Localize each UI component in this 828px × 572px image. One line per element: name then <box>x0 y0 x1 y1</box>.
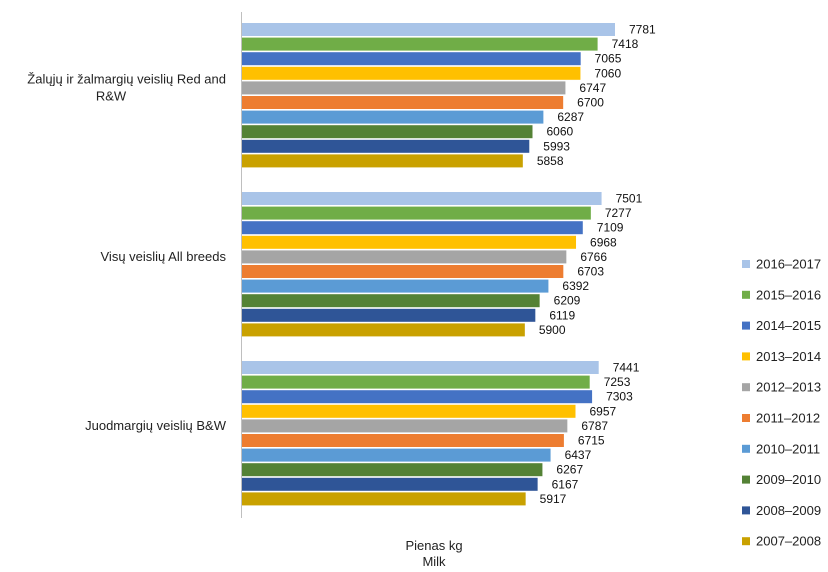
legend-label: 2011–2012 <box>756 411 820 426</box>
bar-2-5 <box>242 434 564 447</box>
bar-value-label: 6766 <box>580 250 607 264</box>
bar-1-5 <box>242 265 564 278</box>
bar-2-6 <box>242 448 551 462</box>
bar-value-label: 6060 <box>546 125 573 139</box>
bar-1-4 <box>242 250 567 264</box>
bar-0-5 <box>242 96 564 109</box>
bar-value-label: 6119 <box>549 308 575 322</box>
bar-1-9 <box>242 323 525 337</box>
legend-label: 2013–2014 <box>756 349 821 364</box>
category-label: Juodmargių veislių B&W <box>85 418 227 433</box>
category-label: R&W <box>96 89 127 104</box>
bar-1-2 <box>242 221 583 235</box>
bar-value-label: 5917 <box>540 492 567 506</box>
legend-swatch <box>742 444 750 453</box>
legend: 2016–2017 2015–2016 2014–2015 2013–2014 2012… <box>742 257 821 549</box>
bar-value-label: 6968 <box>590 235 617 249</box>
bar-value-label: 6287 <box>557 110 584 124</box>
legend-label: 2016–2017 <box>756 257 821 272</box>
bar-value-label: 7065 <box>595 52 622 66</box>
bar-0-8 <box>242 139 530 153</box>
bar-2-0 <box>242 361 599 374</box>
legend-swatch <box>742 352 750 361</box>
bar-0-7 <box>242 125 533 139</box>
category-label: Visų veislių All breeds <box>101 249 227 264</box>
legend-swatch <box>742 321 750 330</box>
bar-2-4 <box>242 419 568 433</box>
bar-2-9 <box>242 492 526 506</box>
bar-0-3 <box>242 66 581 80</box>
legend-label: 2009–2010 <box>756 472 821 487</box>
legend-swatch <box>742 537 750 546</box>
bar-value-label: 6437 <box>565 448 592 462</box>
bar-2-1 <box>242 375 590 389</box>
bar-1-7 <box>242 294 540 308</box>
bar-2-8 <box>242 477 538 491</box>
bar-0-9 <box>242 154 523 168</box>
bar-1-8 <box>242 308 536 322</box>
bar-value-label: 7781 <box>629 23 656 37</box>
bars-layer <box>242 23 615 506</box>
legend-label: 2014–2015 <box>756 318 821 333</box>
bar-value-label: 6703 <box>577 265 604 279</box>
bar-value-label: 7501 <box>616 192 643 206</box>
bar-1-0 <box>242 192 602 205</box>
bar-1-1 <box>242 206 591 220</box>
bar-0-0 <box>242 23 615 36</box>
category-labels: Žalųjų ir žalmargių veislių Red and R&W Vi… <box>27 72 226 434</box>
legend-label: 2012–2013 <box>756 380 821 395</box>
bar-value-label: 6392 <box>562 279 589 293</box>
category-label: Žalųjų ir žalmargių veislių Red and <box>27 72 226 87</box>
legend-label: 2008–2009 <box>756 503 821 518</box>
bar-value-label: 6267 <box>556 463 583 477</box>
legend-label: 2007–2008 <box>756 534 821 549</box>
legend-swatch <box>742 260 750 268</box>
bar-value-label: 7418 <box>612 37 639 51</box>
value-labels: 7781741870657060674767006287606059935858… <box>537 23 656 506</box>
legend-swatch <box>742 290 750 299</box>
bar-2-3 <box>242 404 576 418</box>
legend-swatch <box>742 475 750 484</box>
bar-value-label: 6957 <box>589 404 616 418</box>
bar-value-label: 6747 <box>579 81 606 95</box>
bar-2-7 <box>242 463 543 477</box>
legend-swatch <box>742 414 750 422</box>
legend-label: 2015–2016 <box>756 287 821 302</box>
bar-0-1 <box>242 37 598 51</box>
x-axis-title-line-1: Pienas kg <box>405 538 462 553</box>
legend-label: 2010–2011 <box>756 441 820 456</box>
bar-value-label: 7303 <box>606 390 633 404</box>
bar-value-label: 7109 <box>597 221 624 235</box>
legend-swatch <box>742 506 750 515</box>
bar-0-2 <box>242 52 581 66</box>
bar-value-label: 6700 <box>577 96 604 110</box>
bar-value-label: 7441 <box>613 361 640 375</box>
x-axis-title-line-2: Milk <box>422 554 446 569</box>
bar-value-label: 6167 <box>552 477 579 491</box>
bar-value-label: 6209 <box>554 294 581 308</box>
bar-2-2 <box>242 390 593 404</box>
legend-swatch <box>742 383 750 392</box>
bar-1-3 <box>242 235 577 249</box>
bar-0-4 <box>242 81 566 95</box>
bar-0-6 <box>242 110 544 124</box>
bar-value-label: 7277 <box>605 206 632 220</box>
bar-value-label: 5993 <box>543 139 570 153</box>
bar-value-label: 5858 <box>537 154 564 168</box>
bar-value-label: 6787 <box>581 419 608 433</box>
bar-value-label: 6715 <box>578 434 605 448</box>
bar-value-label: 7060 <box>594 66 621 80</box>
bar-value-label: 7253 <box>604 375 631 389</box>
bar-1-6 <box>242 279 549 293</box>
bar-value-label: 5900 <box>539 323 566 337</box>
